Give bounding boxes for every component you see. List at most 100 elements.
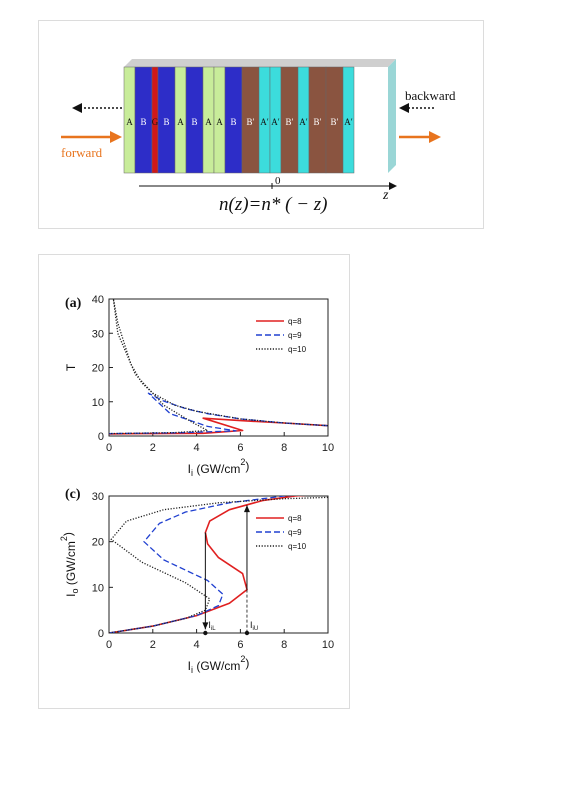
threshold-label: IiU xyxy=(250,620,258,632)
x-axis-label-xlabel_sub: i xyxy=(191,468,193,478)
x-tick-label: 4 xyxy=(194,639,200,651)
layer-stack: A B G B A B A A B B′ A′ A′ B′ A′ B′ B′ A′ xyxy=(123,66,355,174)
stack-side-face xyxy=(388,59,396,173)
layer-label-15: B′ xyxy=(331,117,339,127)
layer-label-1: B xyxy=(140,117,146,127)
x-tick-label: 10 xyxy=(322,639,334,651)
layer-label-5: B xyxy=(191,117,197,127)
x-axis-label-xlabel_close: ) xyxy=(245,459,249,473)
layer-label-13: A′ xyxy=(299,117,307,127)
layer-label-14: B′ xyxy=(314,117,322,127)
x-axis-label: Ii (GW/cm2) xyxy=(188,654,250,675)
y-tick-label: 30 xyxy=(92,491,104,503)
x-axis-label-xlabel_unit: (GW/cm xyxy=(193,462,240,476)
threshold-label-sub: iU xyxy=(252,626,258,632)
z-axis-label: z xyxy=(382,188,389,203)
x-tick-label: 4 xyxy=(194,442,200,454)
layer-label-3: B xyxy=(163,117,169,127)
plot-frame xyxy=(108,495,329,634)
y-tick-label: 40 xyxy=(92,294,104,306)
x-tick-label: 8 xyxy=(281,442,287,454)
x-axis-label-xlabel_close: ) xyxy=(245,656,249,670)
series-line-q=9 xyxy=(109,496,294,633)
series-line-q=9 xyxy=(109,392,328,435)
y-tick-label: 10 xyxy=(92,582,104,594)
x-tick-label: 0 xyxy=(106,639,112,651)
y-tick-label: 0 xyxy=(98,628,104,640)
y-axis-label: T xyxy=(64,363,78,371)
threshold-marker xyxy=(244,630,250,636)
layer-label-10: A′ xyxy=(260,117,268,127)
series-line-q=10 xyxy=(109,496,328,633)
x-tick-label: 8 xyxy=(281,639,287,651)
y-axis-label: Io (GW/cm2) xyxy=(59,532,80,597)
backward-label: backward xyxy=(405,88,456,103)
legend-entry: q=8 xyxy=(288,317,302,326)
y-tick-label: 10 xyxy=(92,397,104,409)
y-tick-label: 20 xyxy=(92,363,104,375)
x-axis-label-xlabel_unit: (GW/cm xyxy=(193,659,240,673)
x-tick-label: 6 xyxy=(237,639,243,651)
legend-entry: q=9 xyxy=(288,331,302,340)
legend-entry: q=8 xyxy=(288,514,302,523)
y-tick-label: 0 xyxy=(98,431,104,443)
layer-16 xyxy=(342,66,355,174)
jump-up-arrowhead xyxy=(243,505,250,513)
legend-entry: q=9 xyxy=(288,528,302,537)
x-axis-label-xlabel_sup: 2 xyxy=(240,654,245,664)
x-axis-label-xlabel: I xyxy=(188,659,191,673)
y-tick-label: 30 xyxy=(92,328,104,340)
x-axis-label-xlabel: I xyxy=(188,462,191,476)
panel-label: (c) xyxy=(65,487,81,502)
x-tick-label: 6 xyxy=(237,442,243,454)
jump-down-arrowhead xyxy=(202,622,209,630)
layer-label-0: A xyxy=(126,117,133,127)
x-axis-label-xlabel_sub: i xyxy=(191,665,193,675)
layer-label-11: A′ xyxy=(271,117,279,127)
x-tick-label: 2 xyxy=(150,442,156,454)
y-axis-label-ylabel: I xyxy=(64,594,78,597)
forward-arrow-left-head xyxy=(110,131,122,143)
z-axis-zero: 0 xyxy=(275,175,281,187)
layer-label-2: G xyxy=(152,117,159,127)
layer-label-6: A xyxy=(205,117,212,127)
threshold-marker xyxy=(203,630,208,636)
y-tick-label: 20 xyxy=(92,537,104,549)
x-tick-label: 0 xyxy=(106,442,112,454)
x-axis-label-xlabel_sup: 2 xyxy=(240,457,245,467)
series-line-q=10 xyxy=(109,299,328,435)
y-axis-label-ylabel_sub: o xyxy=(70,588,80,593)
index-formula: n(z)=n* ( − z) xyxy=(219,194,328,215)
forward-arrow-right-head xyxy=(429,131,441,143)
structure-diagram: A B G B A B A A B B′ A′ A′ B′ A′ B′ B′ A′ backward forwa… xyxy=(61,59,456,215)
layer-label-8: B xyxy=(230,117,236,127)
threshold-label-sub: iL xyxy=(211,626,216,632)
y-axis-label-ylabel: T xyxy=(64,363,78,371)
forward-label: forward xyxy=(61,145,103,160)
threshold-label: IiL xyxy=(208,620,216,632)
x-axis-label: Ii (GW/cm2) xyxy=(188,457,250,478)
layer-label-7: A xyxy=(216,117,223,127)
backward-arrow-left-head xyxy=(72,103,82,113)
threshold-label-main: I xyxy=(250,620,253,630)
stack-top-face xyxy=(124,59,396,67)
layer-label-9: B′ xyxy=(247,117,255,127)
x-tick-label: 2 xyxy=(150,639,156,651)
legend-entry: q=10 xyxy=(288,345,307,354)
y-axis-label-ylabel_unit: (GW/cm xyxy=(64,541,78,588)
layer-label-4: A xyxy=(177,117,184,127)
backward-arrow-right-head xyxy=(399,103,409,113)
layer-label-16: A′ xyxy=(344,117,352,127)
x-tick-label: 10 xyxy=(322,442,334,454)
threshold-label-main: I xyxy=(208,620,211,630)
legend-entry: q=10 xyxy=(288,542,307,551)
panel-label: (a) xyxy=(65,296,82,311)
y-axis-label-ylabel_sup: 2 xyxy=(59,536,69,541)
structure-figure: A B G B A B A A B B′ A′ A′ B′ A′ B′ B′ A′ backward forwa… xyxy=(38,20,484,229)
layer-label-12: B′ xyxy=(286,117,294,127)
y-axis-label-ylabel_close: ) xyxy=(61,532,75,536)
